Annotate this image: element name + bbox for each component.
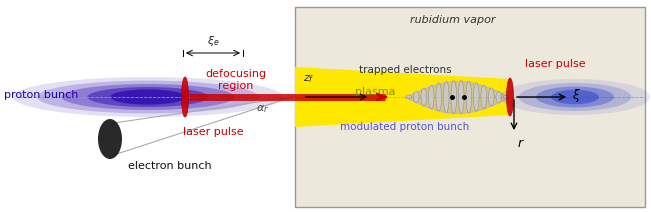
Text: plasma: plasma [355,87,395,97]
Text: $\xi$: $\xi$ [572,86,581,103]
Ellipse shape [37,81,258,113]
Ellipse shape [496,91,501,103]
Ellipse shape [458,80,464,114]
Ellipse shape [481,85,486,109]
Text: electron bunch: electron bunch [128,161,212,171]
Text: rubidium vapor: rubidium vapor [409,15,495,25]
Ellipse shape [506,78,514,116]
Ellipse shape [536,86,614,107]
Ellipse shape [466,81,471,113]
Ellipse shape [13,77,283,117]
Text: $\xi_e$: $\xi_e$ [206,34,219,48]
Text: laser pulse: laser pulse [183,127,243,137]
Ellipse shape [473,83,479,111]
Bar [295,7,645,207]
Text: defocusing
region: defocusing region [206,69,266,91]
Text: $\alpha_r$: $\alpha_r$ [256,103,268,115]
Polygon shape [295,67,510,127]
Ellipse shape [488,88,494,106]
Ellipse shape [500,79,650,115]
Text: proton bunch: proton bunch [4,90,78,100]
Ellipse shape [110,89,186,105]
Ellipse shape [62,84,234,110]
Ellipse shape [436,83,441,111]
Ellipse shape [428,85,434,109]
Ellipse shape [451,80,456,114]
Ellipse shape [421,88,426,106]
Ellipse shape [413,91,419,103]
Ellipse shape [551,90,599,104]
Text: trapped electrons: trapped electrons [359,65,451,75]
Text: $r$: $r$ [517,137,525,150]
Ellipse shape [182,77,189,117]
Ellipse shape [519,83,631,111]
Ellipse shape [87,87,209,107]
Ellipse shape [443,81,449,113]
Ellipse shape [503,95,509,99]
Ellipse shape [98,119,122,159]
Text: modulated proton bunch: modulated proton bunch [340,122,469,132]
Ellipse shape [406,95,411,99]
Text: laser pulse: laser pulse [525,59,586,69]
Text: $z_f$: $z_f$ [303,73,314,85]
